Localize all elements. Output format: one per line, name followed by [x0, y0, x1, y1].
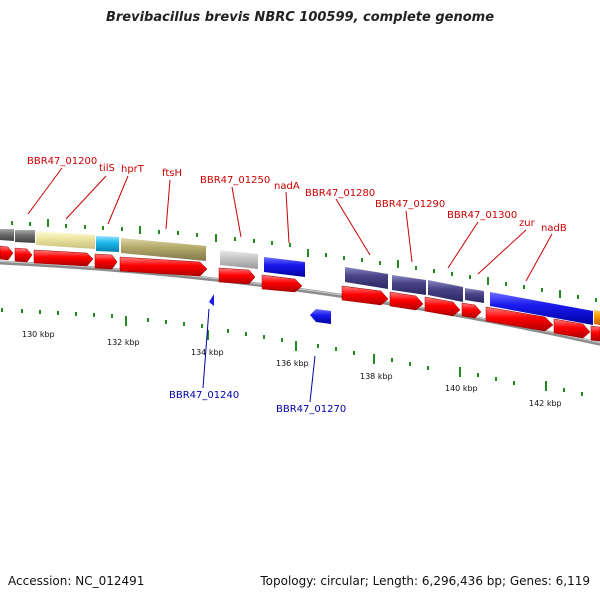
gene-block-ftsH[interactable]: [121, 238, 206, 261]
cds-arrow[interactable]: [218, 267, 256, 285]
gene-block-nadA[interactable]: [264, 257, 305, 277]
kbp-scale: 130 kbp 132 kbp 134 kbp 136 kbp 138 kbp …: [22, 330, 562, 408]
gene-label[interactable]: BBR47_01300: [447, 210, 517, 221]
gene-block-BBR47_01280[interactable]: [345, 267, 388, 289]
gene-block-zur[interactable]: [465, 288, 484, 303]
kbp-label: 140 kbp: [445, 384, 478, 393]
upper-tick-row: [11, 219, 597, 302]
forward-gene-labels: BBR47_01200 tilS hprT ftsH BBR47_01250 n…: [27, 156, 567, 234]
kbp-label: 138 kbp: [360, 372, 393, 381]
forward-label-lines: [27, 167, 553, 282]
cds-arrow[interactable]: [424, 296, 461, 317]
cds-arrow-track: [0, 245, 600, 342]
gene-label[interactable]: hprT: [121, 164, 145, 175]
gene-label[interactable]: zur: [519, 218, 536, 229]
cds-arrow[interactable]: [590, 325, 600, 342]
cds-arrow[interactable]: [461, 302, 482, 319]
reverse-label-lines: [202, 308, 316, 403]
gene-block-orange[interactable]: [594, 310, 600, 325]
reverse-gene-BBR47_01240[interactable]: [209, 294, 214, 306]
genome-summary-text: Topology: circular; Length: 6,296,436 bp…: [260, 574, 590, 588]
kbp-label: 132 kbp: [107, 338, 140, 347]
cds-arrow[interactable]: [33, 249, 94, 267]
gene-block-BBR47_01290[interactable]: [392, 275, 426, 295]
gene-label[interactable]: BBR47_01200: [27, 156, 97, 167]
cds-arrow[interactable]: [0, 245, 14, 261]
gene-block-nadB[interactable]: [490, 292, 593, 325]
gene-block-gray[interactable]: [0, 229, 14, 241]
cds-arrow[interactable]: [14, 247, 33, 263]
gene-block-hprT[interactable]: [96, 236, 119, 252]
gene-block-BBR47_01250[interactable]: [220, 250, 258, 269]
cds-arrow[interactable]: [485, 306, 554, 332]
kbp-label: 130 kbp: [22, 330, 55, 339]
accession-text: Accession: NC_012491: [8, 574, 145, 588]
gene-label[interactable]: BBR47_01270: [276, 404, 346, 415]
cds-arrow[interactable]: [553, 318, 591, 339]
reverse-gene-BBR47_01270[interactable]: [310, 309, 331, 324]
cds-arrow[interactable]: [341, 285, 389, 306]
gene-block-BBR47_01300[interactable]: [428, 280, 463, 302]
gene-label[interactable]: BBR47_01280: [305, 188, 375, 199]
genome-title: Brevibacillus brevis NBRC 100599, comple…: [105, 10, 495, 25]
kbp-label: 134 kbp: [191, 348, 224, 357]
gene-label[interactable]: nadA: [274, 181, 300, 192]
cds-arrow[interactable]: [389, 291, 424, 311]
gene-label[interactable]: BBR47_01290: [375, 199, 445, 210]
gene-block-gray[interactable]: [15, 230, 35, 243]
gene-label[interactable]: tilS: [99, 163, 115, 174]
gene-label[interactable]: nadB: [541, 223, 567, 234]
kbp-label: 136 kbp: [276, 359, 309, 368]
gene-label[interactable]: ftsH: [162, 168, 182, 179]
lower-tick-row: [1, 308, 583, 396]
forward-gene-track: [0, 229, 600, 325]
cds-arrow[interactable]: [94, 253, 118, 270]
gene-block-tilS[interactable]: [36, 231, 95, 249]
gene-label[interactable]: BBR47_01240: [169, 390, 239, 401]
reverse-gene-labels: BBR47_01240 BBR47_01270: [169, 390, 346, 415]
kbp-label: 142 kbp: [529, 399, 562, 408]
gene-label[interactable]: BBR47_01250: [200, 175, 270, 186]
cds-arrow[interactable]: [261, 274, 303, 293]
cds-arrow[interactable]: [119, 256, 208, 277]
reverse-gene-track: [209, 294, 331, 324]
